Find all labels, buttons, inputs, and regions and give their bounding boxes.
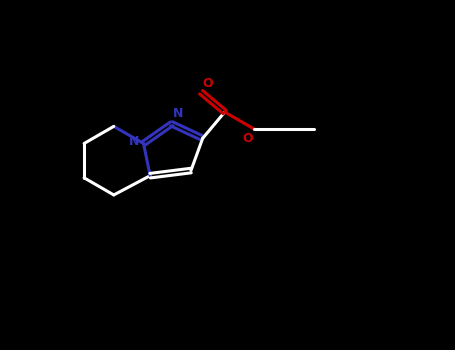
Text: N: N (173, 107, 184, 120)
Text: O: O (242, 132, 253, 145)
Text: N: N (129, 135, 139, 148)
Text: O: O (203, 77, 213, 90)
